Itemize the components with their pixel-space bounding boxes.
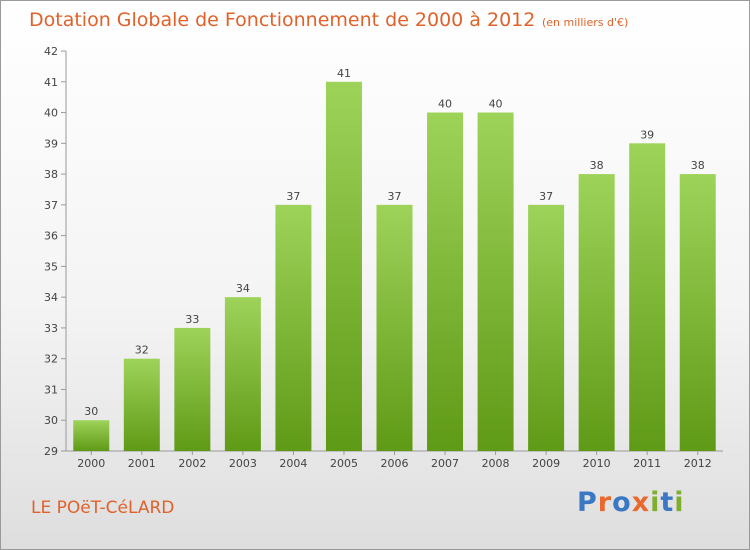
data-label: 38 (590, 159, 604, 172)
y-tick-label: 29 (44, 445, 58, 458)
y-tick-label: 35 (44, 260, 58, 273)
x-tick-label: 2005 (330, 457, 358, 470)
data-label: 39 (640, 128, 654, 141)
x-tick-label: 2006 (381, 457, 409, 470)
logo-letter: i (674, 487, 685, 518)
x-tick-label: 2011 (633, 457, 661, 470)
bar (325, 81, 362, 452)
data-label: 32 (135, 344, 149, 357)
y-tick-label: 31 (44, 383, 58, 396)
logo-letter: t (660, 487, 675, 518)
bar (123, 358, 160, 451)
y-tick-label: 37 (44, 199, 58, 212)
data-label: 40 (438, 98, 452, 111)
bar (73, 420, 110, 451)
x-tick-label: 2007 (431, 457, 459, 470)
y-tick-label: 40 (44, 107, 58, 120)
x-tick-label: 2001 (128, 457, 156, 470)
x-tick-label: 2004 (279, 457, 307, 470)
bar (629, 143, 666, 452)
y-tick-label: 30 (44, 414, 58, 427)
bar (679, 174, 716, 452)
bar (578, 174, 615, 452)
chart-title: Dotation Globale de Fonctionnement de 20… (29, 9, 536, 31)
bar (174, 327, 211, 451)
x-tick-label: 2002 (178, 457, 206, 470)
logo-letter: P (577, 487, 598, 518)
y-tick-label: 33 (44, 322, 58, 335)
y-tick-label: 42 (44, 45, 58, 58)
x-tick-label: 2008 (482, 457, 510, 470)
bar (224, 297, 261, 451)
x-tick-label: 2000 (77, 457, 105, 470)
bar (477, 112, 514, 452)
commune-name: LE POëT-CéLARD (31, 498, 175, 518)
data-label: 38 (691, 159, 705, 172)
bar (275, 204, 312, 451)
y-tick-label: 38 (44, 168, 58, 181)
data-label: 37 (388, 190, 402, 203)
logo-letter: o (612, 487, 632, 518)
y-tick-label: 32 (44, 353, 58, 366)
logo-letter: x (631, 487, 651, 518)
x-tick-label: 2010 (583, 457, 611, 470)
bar (427, 112, 464, 452)
data-label: 41 (337, 67, 351, 80)
chart-subtitle: (en milliers d'€) (542, 16, 629, 29)
y-tick-label: 41 (44, 76, 58, 89)
data-label: 37 (539, 190, 553, 203)
logo-letter: r (597, 487, 613, 518)
y-tick-label: 34 (44, 291, 58, 304)
data-label: 37 (286, 190, 300, 203)
x-tick-label: 2012 (684, 457, 712, 470)
x-tick-label: 2003 (229, 457, 257, 470)
data-label: 30 (84, 405, 98, 418)
y-tick-label: 36 (44, 230, 58, 243)
x-tick-label: 2009 (532, 457, 560, 470)
data-label: 34 (236, 282, 250, 295)
data-label: 40 (489, 98, 503, 111)
logo-letter: i (650, 487, 661, 518)
proxiti-logo[interactable]: Proxiti (577, 487, 685, 518)
y-tick-label: 39 (44, 137, 58, 150)
bar (376, 204, 413, 451)
data-label: 33 (185, 313, 199, 326)
bar (528, 204, 565, 451)
